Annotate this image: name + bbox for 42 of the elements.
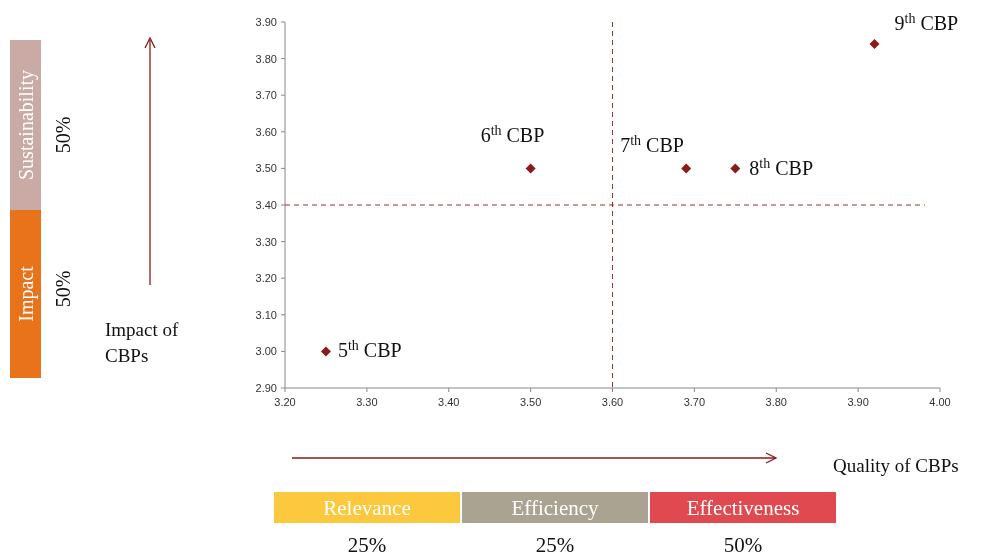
x-tick-label: 3.90: [847, 396, 869, 408]
y-tick-label: 3.00: [255, 345, 277, 358]
point: [730, 163, 741, 174]
text: 50%: [52, 116, 74, 154]
point: [869, 38, 880, 49]
x-tick-label: 3.60: [601, 396, 624, 408]
y-tick-label: 3.60: [255, 125, 277, 138]
annotation: 9$^{th}$ CBP: [894, 10, 959, 34]
y-tick-label: 3.50: [255, 162, 277, 175]
text: Efficiency: [511, 496, 600, 520]
text: 50%: [723, 533, 763, 556]
y-tick-label: 3.10: [255, 308, 277, 321]
point: [681, 163, 692, 174]
x-tick-label: 3.80: [765, 396, 787, 408]
y-tick-label: 3.80: [255, 52, 277, 65]
annotation: 5$^{th}$ CBP: [337, 337, 402, 362]
point: [525, 163, 536, 174]
annotation: 8$^{th}$ CBP: [749, 155, 814, 180]
y-tick-label: 3.90: [255, 16, 277, 28]
x-tick-label: 3.30: [356, 396, 378, 408]
annotation: 6$^{th}$ CBP: [480, 122, 545, 147]
x-axis-title: Quality of CBPs: [833, 455, 959, 476]
point: [320, 346, 331, 357]
y-tick-label: 3.70: [255, 89, 277, 102]
y-tick-label: 2.90: [255, 382, 277, 394]
x-tick-label: 4.00: [929, 396, 951, 408]
x-tick-label: 3.70: [683, 396, 706, 408]
text: 25%: [535, 533, 575, 556]
x-tick-label: 3.50: [519, 396, 542, 408]
annotation: 7$^{th}$ CBP: [620, 132, 684, 157]
text: 25%: [347, 533, 387, 556]
text: 50%: [52, 270, 74, 308]
y-tick-label: 3.30: [255, 235, 277, 248]
text: Effectiveness: [686, 496, 800, 520]
x-tick-label: 3.40: [438, 396, 460, 408]
text: Impact: [15, 265, 38, 322]
y-tick-label: 3.40: [255, 199, 277, 211]
y-tick-label: 3.20: [255, 272, 277, 285]
x-tick-label: 3.20: [274, 396, 296, 408]
text: Relevance: [323, 496, 411, 520]
y-axis-title: Impact of CBPs: [105, 319, 179, 366]
text: Sustainability: [15, 70, 38, 180]
